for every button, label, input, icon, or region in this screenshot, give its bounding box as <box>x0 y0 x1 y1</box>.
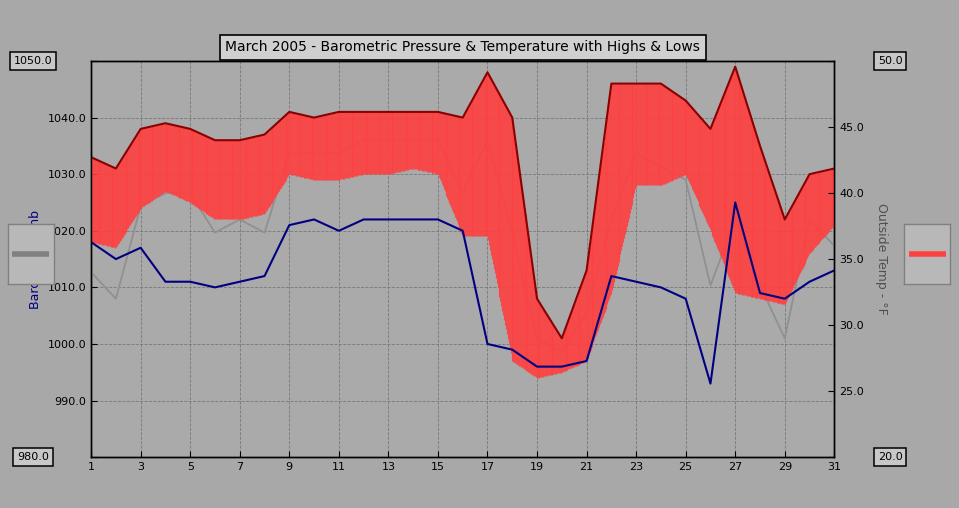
Text: 50.0: 50.0 <box>877 56 902 66</box>
Title: March 2005 - Barometric Pressure & Temperature with Highs & Lows: March 2005 - Barometric Pressure & Tempe… <box>225 40 700 54</box>
Text: 1050.0: 1050.0 <box>13 56 53 66</box>
Y-axis label: Barometer - mb: Barometer - mb <box>29 210 42 308</box>
Y-axis label: Outside Temp - °F: Outside Temp - °F <box>875 203 888 315</box>
Text: 980.0: 980.0 <box>17 452 49 462</box>
Text: 20.0: 20.0 <box>877 452 902 462</box>
